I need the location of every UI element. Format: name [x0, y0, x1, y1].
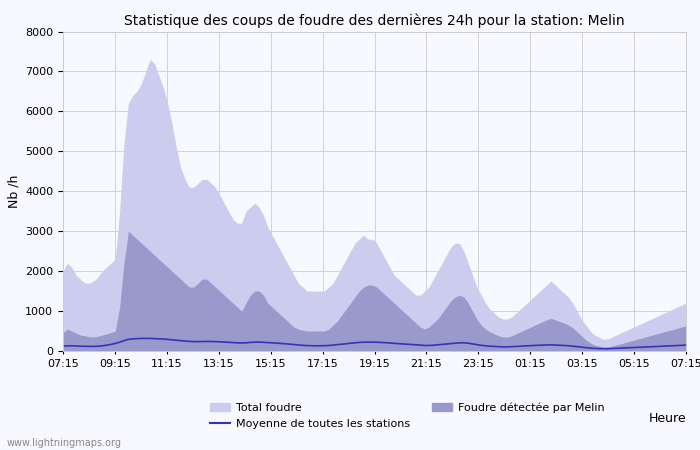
Text: Heure: Heure — [648, 412, 686, 425]
Y-axis label: Nb /h: Nb /h — [8, 175, 21, 208]
Title: Statistique des coups de foudre des dernières 24h pour la station: Melin: Statistique des coups de foudre des dern… — [124, 13, 625, 27]
Text: www.lightningmaps.org: www.lightningmaps.org — [7, 438, 122, 448]
Legend: Total foudre, Moyenne de toutes les stations, Foudre détectée par Melin: Total foudre, Moyenne de toutes les stat… — [206, 398, 608, 433]
